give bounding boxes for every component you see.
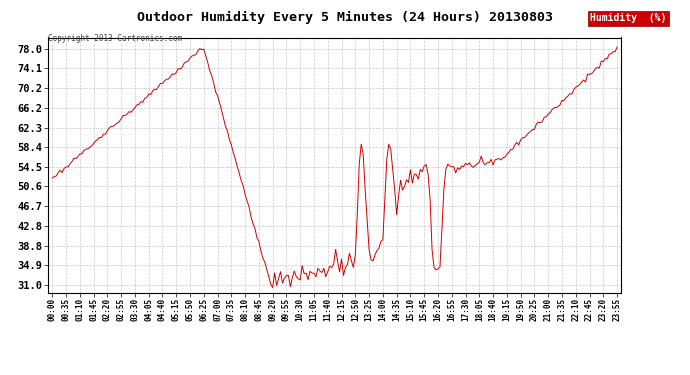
Text: Outdoor Humidity Every 5 Minutes (24 Hours) 20130803: Outdoor Humidity Every 5 Minutes (24 Hou… — [137, 11, 553, 24]
Text: Copyright 2013 Cartronics.com: Copyright 2013 Cartronics.com — [48, 34, 182, 43]
Text: Humidity  (%): Humidity (%) — [590, 13, 667, 23]
